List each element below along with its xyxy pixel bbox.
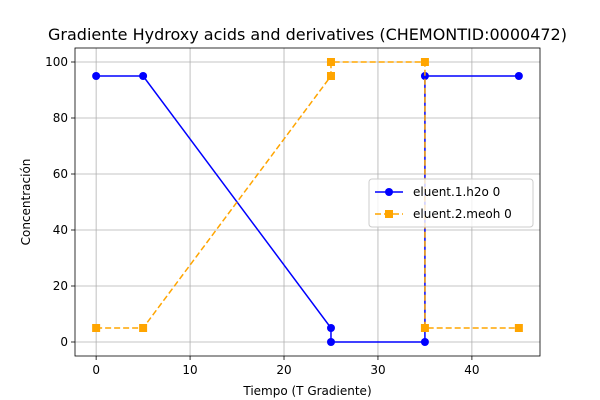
series-2-point: [514, 324, 523, 332]
series-1-point: [326, 338, 335, 346]
x-axis-label: Tiempo (T Gradiente): [242, 384, 371, 398]
series-2-point: [92, 324, 101, 332]
axis-ticks: 0 10 20 30 40 0 20 40 60 80 100: [45, 55, 479, 377]
legend-label: eluent.1.h2o 0: [413, 185, 500, 199]
y-tick-label: 20: [53, 279, 68, 293]
series-1-point: [420, 338, 429, 346]
legend-label: eluent.2.meoh 0: [413, 207, 512, 221]
series-1-point: [139, 72, 148, 80]
y-tick-label: 100: [45, 55, 68, 69]
legend-marker: [385, 188, 393, 196]
series-1-point: [514, 72, 523, 80]
legend: eluent.1.h2o 0 eluent.2.meoh 0: [368, 178, 534, 228]
series-1-point: [92, 72, 101, 80]
series-2-point: [326, 58, 335, 66]
series-layer: [92, 58, 523, 346]
y-tick-label: 40: [53, 223, 68, 237]
y-axis-label: Concentración: [19, 159, 33, 246]
series-2-point: [326, 72, 335, 80]
legend-box: [368, 178, 534, 228]
series-2-point: [139, 324, 148, 332]
y-tick-label: 60: [53, 167, 68, 181]
x-tick-label: 40: [464, 363, 479, 377]
plot-frame: [74, 47, 541, 357]
series-2-point: [420, 58, 429, 66]
series-1-point: [326, 324, 335, 332]
grid: [75, 48, 540, 356]
chart-title: Gradiente Hydroxy acids and derivatives …: [48, 25, 567, 44]
x-tick-label: 10: [182, 363, 197, 377]
y-tick-label: 80: [53, 111, 68, 125]
y-tick-label: 0: [60, 335, 68, 349]
legend-marker: [385, 210, 393, 218]
series-1-point: [420, 72, 429, 80]
x-tick-label: 20: [276, 363, 291, 377]
x-tick-label: 0: [92, 363, 100, 377]
x-tick-label: 30: [370, 363, 385, 377]
series-2-point: [420, 324, 429, 332]
